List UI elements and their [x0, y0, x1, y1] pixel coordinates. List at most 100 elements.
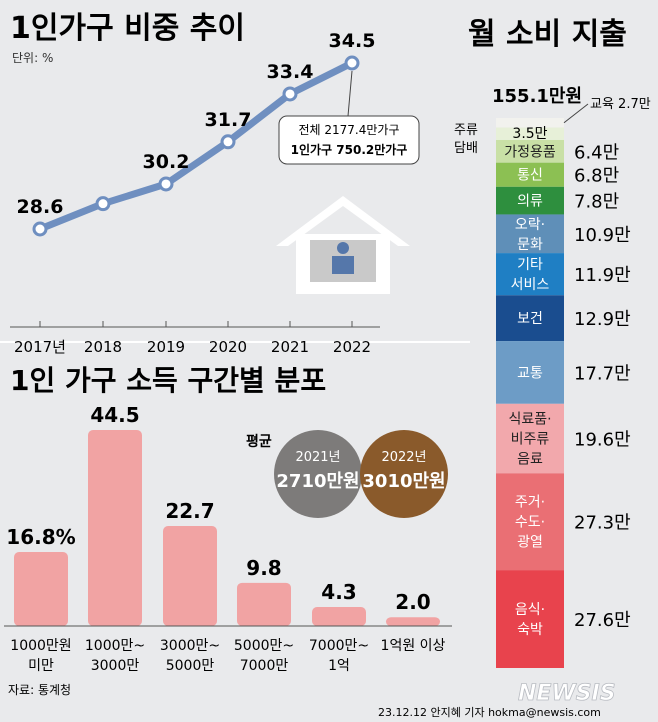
trend-x-label: 2020	[209, 338, 247, 356]
income-bar	[163, 526, 217, 626]
spending-segment-label: 음료	[517, 452, 543, 468]
income-value-label: 4.3	[321, 580, 356, 604]
trend-x-label: 2022	[333, 338, 371, 356]
spending-segment	[496, 473, 564, 571]
spending-value-label: 19.6만	[574, 430, 631, 451]
income-category-label: 7000만~	[309, 638, 369, 654]
average-value: 2710만원	[276, 471, 359, 492]
spending-segment-label: 가정용품	[504, 144, 556, 160]
spending-value-label: 6.4만	[574, 142, 619, 163]
spending-segment-label: 숙박	[517, 622, 543, 638]
income-category-label: 5000만~	[234, 638, 294, 654]
spending-value-label: 12.9만	[574, 309, 631, 330]
spending-segment-label: 오락·	[515, 217, 545, 233]
spending-segment-label: 서비스	[511, 277, 550, 293]
spending-segment	[496, 162, 564, 187]
callout-line: 전체 2177.4만가구	[298, 123, 399, 137]
spending-value-label: 27.3만	[574, 513, 631, 534]
trend-x-label: 2019	[147, 338, 185, 356]
spending-segment-label: 광열	[517, 535, 543, 551]
spending-value-label: 10.9만	[574, 225, 631, 246]
spending-segment-label: 보건	[517, 311, 543, 327]
trend-point	[282, 86, 298, 102]
trend-value-label: 31.7	[205, 109, 252, 131]
trend-x-label: 2018	[84, 338, 122, 356]
income-category-label: 5000만	[166, 658, 215, 674]
spending-value-label: 27.6만	[574, 610, 631, 631]
trend-value-label: 28.6	[17, 196, 64, 218]
income-bar	[237, 582, 291, 626]
spending-title: 월 소비 지출	[468, 17, 627, 52]
trend-value-label: 30.2	[143, 151, 190, 173]
spending-segment-label: 담배	[454, 141, 478, 156]
spending-segment	[496, 295, 564, 342]
income-category-label: 3000만~	[160, 638, 220, 654]
trend-x-label: 2017년	[14, 338, 66, 356]
income-bar	[14, 552, 68, 626]
income-category-label: 3000만	[91, 658, 140, 674]
callout-leader	[334, 70, 353, 117]
spending-segment-label: 주거·	[515, 495, 545, 511]
spending-total: 155.1만원	[492, 86, 582, 107]
income-bar	[386, 617, 440, 626]
spending-segment-label: 음식·	[515, 602, 545, 618]
average-year: 2021년	[295, 450, 340, 465]
spending-value-label: 7.8만	[574, 192, 619, 213]
spending-segment	[496, 341, 564, 404]
trend-line-chart: 28.6 30.2 31.7 33.4 34.5 2017년 2018 2019 2020 202…	[10, 30, 420, 356]
spending-segment	[496, 127, 564, 140]
trend-value-label: 34.5	[329, 30, 376, 52]
spending-segment-label: 수도·	[515, 515, 545, 531]
spending-value-label: 17.7만	[574, 363, 631, 384]
income-category-label: 7000만	[240, 658, 289, 674]
callout-box	[278, 115, 420, 165]
average-year: 2022년	[381, 450, 426, 465]
spending-segment-label: 비주류	[511, 432, 550, 448]
spending-value-label: 3.5만	[512, 126, 547, 142]
spending-segment	[496, 253, 564, 296]
income-bar	[88, 430, 142, 626]
spending-segment	[496, 118, 564, 128]
house-icon	[276, 196, 410, 294]
spending-segment	[496, 570, 564, 668]
spending-value-label: 6.8만	[574, 166, 619, 187]
income-value-label: 16.8%	[6, 525, 75, 549]
spending-segment	[496, 214, 564, 254]
income-bar	[312, 607, 366, 626]
trend-value-label: 33.4	[267, 61, 314, 83]
income-value-label: 22.7	[165, 499, 214, 523]
spending-segment-label: 기타	[517, 257, 543, 273]
average-value: 3010만원	[362, 471, 445, 492]
spending-segment-label: 주류	[454, 123, 478, 138]
trend-x-label: 2021	[271, 338, 309, 356]
trend-point	[158, 176, 174, 192]
average-2021-circle: 2021년 2710만원	[274, 430, 362, 518]
trend-unit: 단위: %	[12, 51, 53, 65]
spending-segment-label: 교통	[517, 365, 543, 381]
trend-point	[220, 134, 236, 150]
average-2022-circle: 2022년 3010만원	[360, 430, 448, 518]
income-category-label: 1억	[328, 658, 350, 674]
trend-point	[95, 196, 111, 212]
income-value-label: 44.5	[90, 403, 139, 427]
spending-segment-label: 통신	[517, 168, 543, 184]
income-title: 1인 가구 소득 구간별 분포	[10, 364, 326, 397]
trend-series-line	[38, 59, 354, 233]
spending-segment-label: 문화	[517, 237, 543, 253]
credit: 23.12.12 안지혜 기자 hokma@newsis.com	[378, 706, 601, 719]
spending-segment-label: 교육 2.7만	[590, 97, 651, 112]
spending-segment-label: 식료품·	[508, 412, 551, 428]
trend-title: 1인가구 비중 추이	[10, 11, 245, 46]
spending-value-label: 11.9만	[574, 265, 631, 286]
callout-line: 1인가구 750.2만가구	[291, 142, 408, 157]
income-value-label: 2.0	[395, 590, 430, 614]
trend-point	[32, 221, 48, 237]
income-category-label: 미만	[28, 658, 54, 674]
spending-segment	[496, 139, 564, 163]
spending-leader	[563, 103, 589, 124]
income-category-label: 1억원 이상	[381, 638, 446, 654]
